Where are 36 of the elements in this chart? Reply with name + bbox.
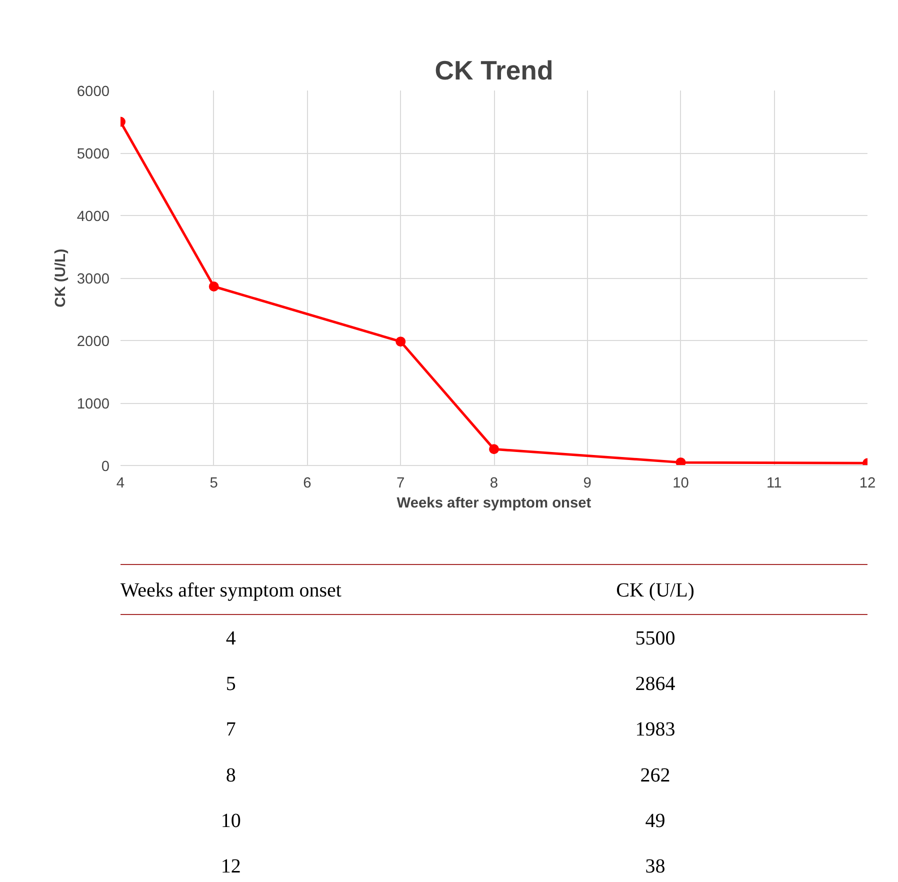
x-axis-title: Weeks after symptom onset <box>396 496 592 512</box>
chart-title: CK Trend <box>434 56 554 86</box>
x-tick-label: 6 <box>303 476 312 492</box>
text: 4 <box>226 628 236 650</box>
x-tick-label: 11 <box>766 476 782 492</box>
point <box>396 336 406 347</box>
text: 1983 <box>635 718 676 741</box>
y-tick-label: 1000 <box>76 396 110 412</box>
text: 262 <box>640 764 670 786</box>
point <box>489 444 499 454</box>
text: CK (U/L) <box>616 580 694 602</box>
text: 7 <box>226 718 236 741</box>
y-tick-label: 6000 <box>76 84 110 100</box>
text: 8 <box>226 764 236 786</box>
y-tick-label: 5000 <box>76 146 110 162</box>
y-tick-label: 0 <box>101 459 110 475</box>
y-tick-label: 3000 <box>76 272 110 288</box>
x-tick-label: 4 <box>116 476 125 492</box>
text: 5 <box>226 673 236 696</box>
text: 12 <box>220 856 241 878</box>
text: 49 <box>645 810 666 832</box>
point <box>676 457 686 466</box>
x-tick-label: 9 <box>583 476 592 492</box>
x-tick-label: 12 <box>859 476 876 492</box>
x-tick-label: 5 <box>210 476 218 492</box>
y-tick-label: 2000 <box>76 334 110 350</box>
text: 5500 <box>635 628 676 650</box>
text: Weeks after symptom onset <box>120 580 342 602</box>
x-tick-label: 7 <box>396 476 405 492</box>
y-tick-label: 4000 <box>76 209 110 225</box>
x-tick-label: 10 <box>672 476 689 492</box>
y-axis-title: CK (U/L) <box>52 248 69 308</box>
text: 38 <box>645 856 666 878</box>
x-tick-label: 8 <box>490 476 498 492</box>
text: 2864 <box>635 673 676 696</box>
text: 10 <box>220 810 241 832</box>
